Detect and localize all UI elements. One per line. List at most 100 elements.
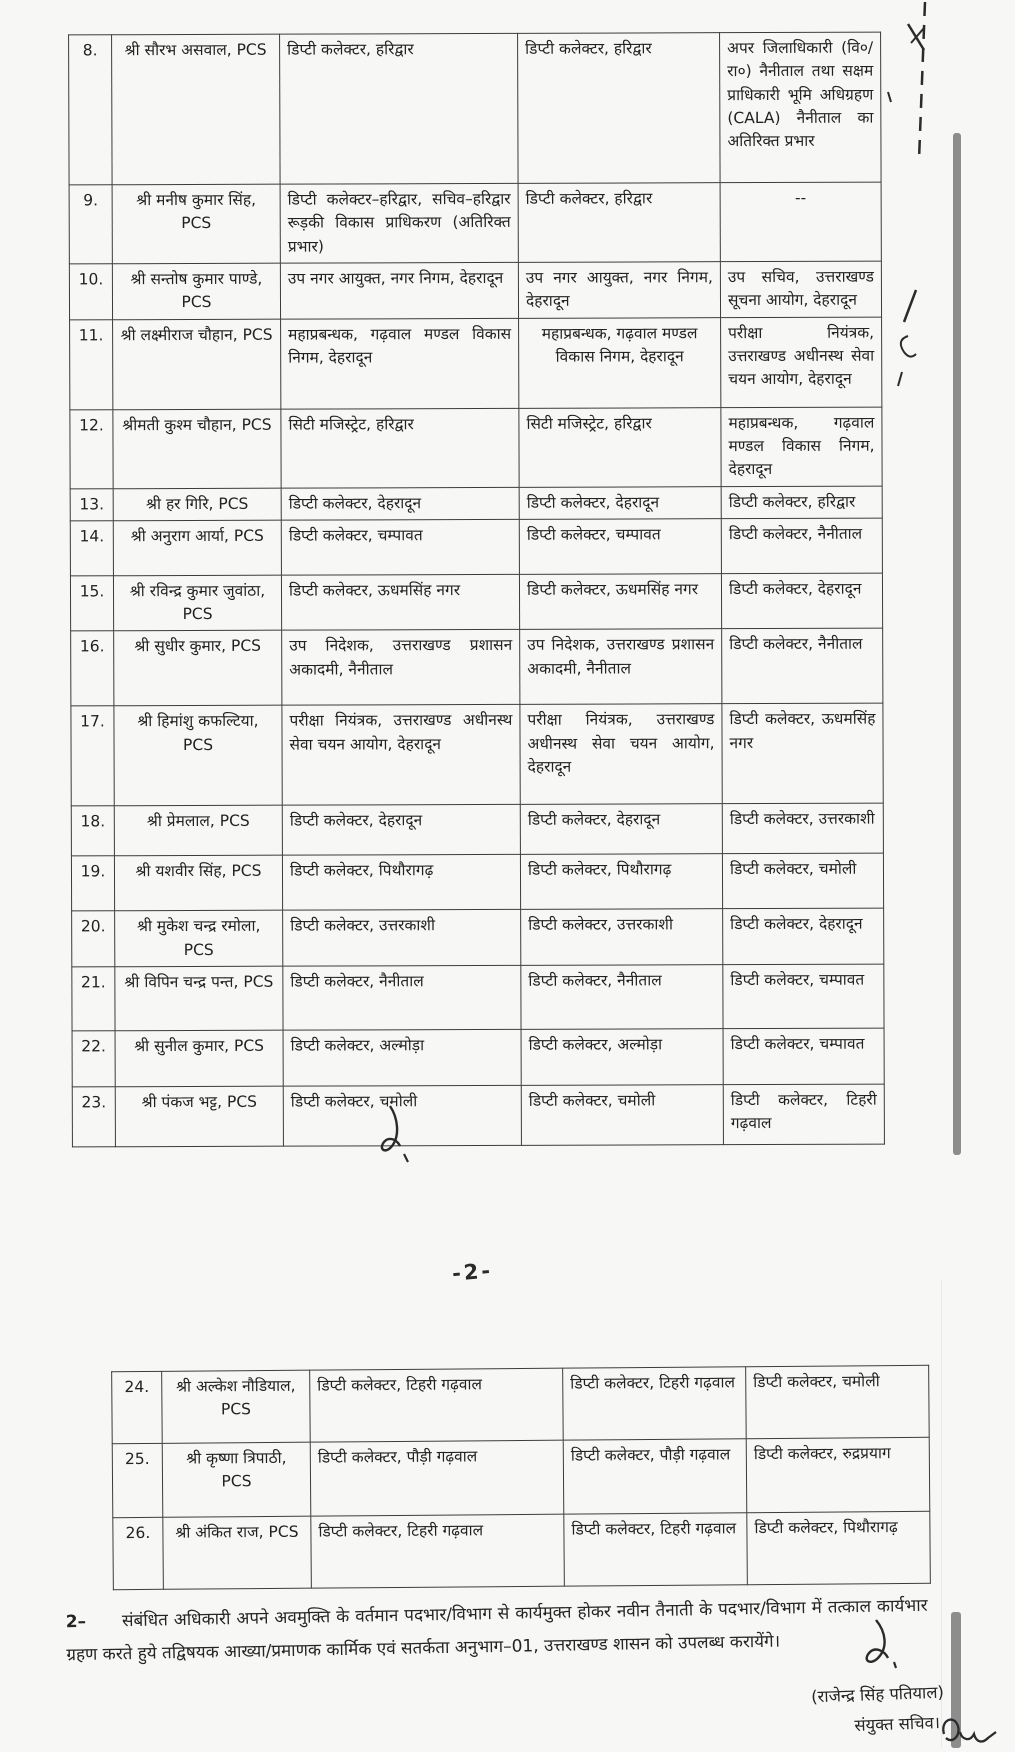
- scrollbar-thumb-upper[interactable]: [953, 133, 961, 1155]
- cell-posting-2: डिप्टी कलेक्टर, नैनीताल: [520, 964, 724, 1030]
- cell-serial: 25.: [112, 1443, 163, 1518]
- cell-officer-name: श्री हिमांशु कफल्टिया, PCS: [113, 705, 283, 807]
- cell-posting-2: डिप्टी कलेक्टर, देहरादून: [519, 486, 722, 520]
- cell-posting-1: डिप्टी कलेक्टर, टिहरी गढ़वाल: [309, 1368, 564, 1443]
- cell-posting-1: उप नगर आयुक्त, नगर निगम, देहरादून: [280, 262, 519, 319]
- cell-posting-1: डिप्टी कलेक्टर, चम्पावत: [281, 519, 520, 575]
- cell-officer-name: श्री लक्ष्मीराज चौहान, PCS: [112, 318, 281, 410]
- cell-officer-name: श्री कृष्णा त्रिपाठी, PCS: [162, 1442, 311, 1518]
- cell-posting-1: डिप्टी कलेक्टर, देहरादून: [282, 804, 521, 856]
- cell-serial: 15.: [70, 575, 114, 632]
- cell-officer-name: श्री प्रेमलाल, PCS: [114, 805, 283, 857]
- cell-serial: 10.: [69, 263, 113, 320]
- cell-posting-2: डिप्टी कलेक्टर, चम्पावत: [519, 518, 722, 575]
- cell-serial: 19.: [71, 856, 115, 912]
- transfer-table-rows-24-26: 24. श्री अल्केश नौडियाल, PCS डिप्टी कलेक…: [111, 1365, 931, 1590]
- cell-posting-2: डिप्टी कलेक्टर, उत्तरकाशी: [520, 908, 723, 966]
- cell-officer-name: श्री रविन्द्र कुमार जुवांठा, PCS: [113, 574, 282, 632]
- cell-posting-3: --: [720, 182, 882, 262]
- cell-serial: 13.: [70, 488, 114, 521]
- table-row: 18. श्री प्रेमलाल, PCS डिप्टी कलेक्टर, द…: [71, 803, 884, 857]
- cell-officer-name: श्रीमती कुश्म चौहान, PCS: [112, 408, 282, 489]
- table-row: 17. श्री हिमांशु कफल्टिया, PCS परीक्षा न…: [70, 703, 884, 807]
- cell-posting-2: परीक्षा नियंत्रक, उत्तराखण्ड अधीनस्थ सेव…: [519, 703, 723, 805]
- cell-officer-name: श्री अल्केश नौडियाल, PCS: [161, 1370, 311, 1444]
- cell-posting-2: डिप्टी कलेक्टर, चमोली: [521, 1084, 724, 1146]
- table-row: 15. श्री रविन्द्र कुमार जुवांठा, PCS डिप…: [70, 572, 883, 632]
- cell-posting-1: डिप्टी कलेक्टर, पिथौरागढ़: [282, 854, 521, 911]
- cell-posting-2: डिप्टी कलेक्टर, अल्मोड़ा: [521, 1028, 724, 1086]
- cell-posting-1: डिप्टी कलेक्टर, पौड़ी गढ़वाल: [310, 1440, 564, 1517]
- page-number: -2-: [451, 1258, 495, 1286]
- table-row: 13. श्री हर गिरि, PCS डिप्टी कलेक्टर, दे…: [70, 485, 883, 521]
- cell-officer-name: श्री सौरभ असवाल, PCS: [111, 34, 281, 185]
- table-row: 9. श्री मनीष कुमार सिंह, PCS डिप्टी कलेक…: [69, 182, 882, 264]
- cell-serial: 24.: [111, 1371, 163, 1444]
- cell-officer-name: श्री सुधीर कुमार, PCS: [113, 630, 282, 707]
- cell-posting-3: डिप्टी कलेक्टर, रुद्रप्रयाग: [746, 1437, 930, 1513]
- cell-posting-3: डिप्टी कलेक्टर, चमोली: [722, 853, 884, 909]
- cell-serial: 9.: [69, 184, 113, 264]
- cell-posting-3: उप सचिव, उत्तराखण्ड सूचना आयोग, देहरादून: [720, 260, 882, 318]
- cell-posting-1: डिप्टी कलेक्टर, टिहरी गढ़वाल: [310, 1514, 565, 1589]
- table-row: 16. श्री सुधीर कुमार, PCS उप निदेशक, उत्…: [70, 628, 883, 707]
- cell-posting-1: डिप्टी कलेक्टर–हरिद्वार, सचिव–हरिद्वार र…: [280, 183, 519, 263]
- signature-scribble: [942, 1718, 997, 1743]
- cell-posting-3: महाप्रबन्धक, गढ़वाल मण्डल विकास निगम, दे…: [720, 406, 883, 487]
- cell-officer-name: श्री विपिन चन्द्र पन्त, PCS: [114, 965, 284, 1031]
- table-row: 8. श्री सौरभ असवाल, PCS डिप्टी कलेक्टर, …: [68, 32, 882, 185]
- cell-serial: 23.: [72, 1086, 116, 1147]
- cell-posting-2: डिप्टी कलेक्टर, देहरादून: [520, 803, 723, 855]
- cell-posting-1: डिप्टी कलेक्टर, नैनीताल: [282, 965, 522, 1030]
- cell-posting-1: डिप्टी कलेक्टर, उत्तरकाशी: [282, 909, 521, 966]
- cell-posting-1: महाप्रबन्धक, गढ़वाल मण्डल विकास निगम, दे…: [280, 318, 519, 409]
- table-row: 21. श्री विपिन चन्द्र पन्त, PCS डिप्टी क…: [71, 963, 885, 1031]
- table-row: 20. श्री मुकेश चन्द्र रमोला, PCS डिप्टी …: [71, 908, 884, 967]
- cell-officer-name: श्री सुनील कुमार, PCS: [115, 1029, 284, 1087]
- cell-serial: 8.: [68, 34, 113, 185]
- cell-posting-1: सिटी मजिस्ट्रेट, हरिद्वार: [280, 408, 520, 488]
- cell-officer-name: श्री मनीष कुमार सिंह, PCS: [112, 184, 281, 264]
- cell-serial: 11.: [69, 319, 113, 410]
- cell-posting-2: उप नगर आयुक्त, नगर निगम, देहरादून: [518, 261, 721, 319]
- cell-posting-3: डिप्टी कलेक्टर, चम्पावत: [723, 1027, 885, 1085]
- cell-posting-3: डिप्टी कलेक्टर, चमोली: [745, 1365, 930, 1439]
- transfer-table-rows-8-23: 8. श्री सौरभ असवाल, PCS डिप्टी कलेक्टर, …: [68, 32, 885, 1148]
- cell-serial: 20.: [71, 911, 115, 967]
- closing-paragraph: 2– संबंधित अधिकारी अपने अवमुक्ति के वर्तम…: [65, 1590, 928, 1673]
- cell-posting-3: डिप्टी कलेक्टर, उत्तरकाशी: [722, 803, 884, 854]
- cell-posting-2: महाप्रबन्धक, गढ़वाल मण्डल विकास निगम, दे…: [518, 317, 721, 409]
- page-edge-line: [941, 1280, 942, 1748]
- scrollbar-thumb-lower[interactable]: [951, 1612, 961, 1748]
- signature-initial-mark: [380, 1105, 409, 1163]
- cell-posting-3: डिप्टी कलेक्टर, टिहरी गढ़वाल: [723, 1083, 885, 1145]
- signatory-designation: संयुक्त सचिव।: [854, 1713, 941, 1736]
- cell-posting-1: डिप्टी कलेक्टर, हरिद्वार: [279, 33, 519, 185]
- cell-officer-name: श्री अंकित राज, PCS: [162, 1516, 312, 1590]
- cell-serial: 16.: [70, 631, 114, 707]
- cell-serial: 26.: [112, 1517, 164, 1590]
- pen-marks-top-right: [887, 1, 927, 387]
- cell-posting-2: डिप्टी कलेक्टर, पौड़ी गढ़वाल: [563, 1438, 747, 1515]
- cell-posting-2: डिप्टी कलेक्टर, पिथौरागढ़: [520, 853, 723, 910]
- signature-mark: [865, 1619, 898, 1669]
- cell-posting-3: डिप्टी कलेक्टर, चम्पावत: [722, 963, 885, 1029]
- cell-posting-2: डिप्टी कलेक्टर, हरिद्वार: [517, 32, 721, 184]
- table-row: 14. श्री अनुराग आर्या, PCS डिप्टी कलेक्ट…: [70, 517, 883, 576]
- cell-posting-1: परीक्षा नियंत्रक, उत्तराखण्ड अधीनस्थ सेव…: [281, 704, 521, 806]
- table-row: 11. श्री लक्ष्मीराज चौहान, PCS महाप्रबन्…: [69, 316, 882, 410]
- cell-serial: 12.: [69, 409, 114, 489]
- table-row: 26. श्री अंकित राज, PCS डिप्टी कलेक्टर, …: [112, 1511, 931, 1590]
- cell-posting-3: डिप्टी कलेक्टर, हरिद्वार: [721, 485, 883, 519]
- table-row: 19. श्री यशवीर सिंह, PCS डिप्टी कलेक्टर,…: [71, 853, 884, 912]
- cell-officer-name: श्री सन्तोष कुमार पाण्डे, PCS: [112, 262, 281, 320]
- table-row: 24. श्री अल्केश नौडियाल, PCS डिप्टी कलेक…: [111, 1365, 930, 1444]
- cell-posting-2: डिप्टी कलेक्टर, टिहरी गढ़वाल: [563, 1512, 748, 1587]
- cell-posting-3: डिप्टी कलेक्टर, देहरादून: [721, 572, 883, 629]
- table-row: 12. श्रीमती कुश्म चौहान, PCS सिटी मजिस्ट…: [69, 406, 883, 489]
- cell-posting-3: डिप्टी कलेक्टर, नैनीताल: [721, 517, 883, 574]
- cell-posting-1: डिप्टी कलेक्टर, ऊधमसिंह नगर: [281, 574, 520, 631]
- cell-officer-name: श्री यशवीर सिंह, PCS: [114, 855, 283, 912]
- cell-posting-2: उप निदेशक, उत्तराखण्ड प्रशासन अकादमी, नै…: [519, 628, 722, 705]
- cell-posting-3: डिप्टी कलेक्टर, पिथौरागढ़: [746, 1511, 931, 1585]
